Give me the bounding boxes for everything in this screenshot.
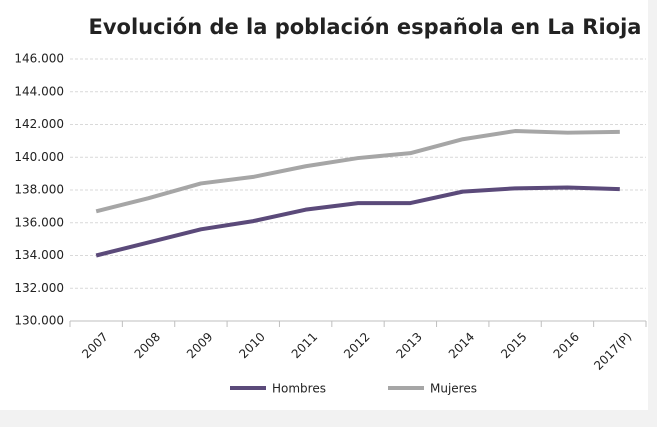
y-tick-label: 140.000 <box>14 150 64 164</box>
chart-title: Evolución de la población española en La… <box>89 15 642 39</box>
y-tick-label: 142.000 <box>14 117 64 131</box>
series-line <box>95 185 620 258</box>
y-tick-label: 138.000 <box>14 183 64 197</box>
y-tick-label: 132.000 <box>14 281 64 295</box>
y-tick-label: 134.000 <box>14 248 64 262</box>
chart-background <box>0 0 648 410</box>
series-line <box>95 129 620 214</box>
y-tick-label: 136.000 <box>14 215 64 229</box>
legend-label: Hombres <box>272 382 326 396</box>
y-tick-label: 146.000 <box>14 52 64 66</box>
y-tick-label: 144.000 <box>14 84 64 98</box>
y-tick-label: 130.000 <box>14 314 64 328</box>
legend-label: Mujeres <box>430 382 477 396</box>
